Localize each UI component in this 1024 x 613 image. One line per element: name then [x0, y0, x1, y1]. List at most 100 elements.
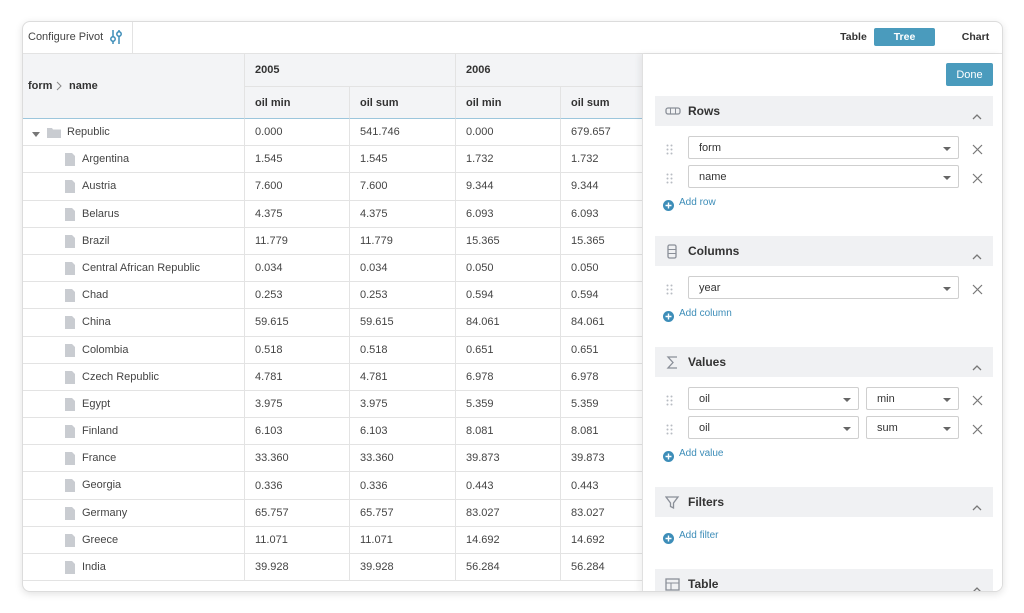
add-link[interactable]: Add row — [679, 197, 716, 208]
value-cell: 6.103 — [245, 418, 350, 446]
file-icon — [65, 506, 75, 520]
collapse-toggle[interactable] — [972, 580, 982, 591]
value-cell: 7.600 — [245, 173, 350, 201]
corner-header: form name — [23, 54, 245, 119]
drag-handle[interactable] — [666, 422, 673, 435]
year-header: 2006 — [456, 54, 642, 87]
file-icon-glyph — [65, 289, 75, 303]
row-label: Austria — [82, 180, 117, 193]
add-icon[interactable] — [663, 309, 674, 322]
row-header: Georgia — [23, 472, 245, 500]
file-icon — [65, 533, 75, 547]
add-link[interactable]: Add value — [679, 448, 724, 459]
file-icon-glyph — [65, 561, 75, 575]
value-cell: 6.978 — [561, 364, 642, 391]
row-label: Belarus — [82, 207, 120, 220]
folder-icon — [47, 127, 61, 138]
section-title: Columns — [688, 244, 740, 258]
value-cell: 0.000 — [245, 119, 350, 147]
add-link[interactable]: Add column — [679, 308, 732, 319]
row-header: Chad — [23, 282, 245, 310]
drag-handle[interactable] — [666, 142, 673, 155]
remove-field[interactable] — [972, 422, 983, 435]
value-cell: 1.545 — [245, 146, 350, 174]
value-cell: 6.103 — [350, 418, 456, 446]
collapse-toggle[interactable] — [972, 107, 982, 120]
value-cell: 56.284 — [456, 554, 561, 582]
toolbar: Configure Pivot Table Tree Chart — [23, 22, 1002, 54]
value-cell: 15.365 — [561, 228, 642, 255]
tab[interactable]: Tree — [874, 28, 935, 46]
collapse-toggle-glyph — [972, 254, 982, 260]
file-icon — [65, 207, 75, 221]
file-icon — [65, 370, 75, 384]
section-icon — [665, 577, 681, 591]
tab[interactable]: Chart — [961, 31, 990, 43]
drag-handle[interactable] — [666, 282, 673, 295]
section-icon-glyph — [666, 356, 677, 369]
row-label: Chad — [82, 289, 109, 302]
collapse-toggle[interactable] — [972, 358, 982, 371]
field-dropdown[interactable]: min — [866, 387, 959, 410]
file-icon — [65, 561, 75, 575]
field-dropdown[interactable]: form — [688, 136, 959, 159]
drag-handle[interactable] — [666, 393, 673, 406]
row-header: Colombia — [23, 336, 245, 364]
remove-field[interactable] — [972, 142, 983, 155]
remove-field-glyph — [972, 173, 983, 184]
file-icon — [65, 289, 75, 303]
tab[interactable]: Table — [840, 31, 867, 43]
add-link[interactable]: Add filter — [679, 530, 719, 541]
field-dropdown[interactable]: oil — [688, 387, 859, 410]
remove-field[interactable] — [972, 171, 983, 184]
value-cell: 56.284 — [561, 554, 642, 582]
collapse-toggle[interactable] — [972, 498, 982, 511]
add-icon[interactable] — [663, 449, 674, 462]
row-header: Czech Republic — [23, 363, 245, 391]
value-cell: 39.928 — [350, 554, 456, 582]
value-cell: 15.365 — [456, 227, 561, 255]
field-dropdown[interactable]: sum — [866, 416, 959, 439]
field-dropdown[interactable]: name — [688, 165, 959, 188]
file-icon — [65, 425, 75, 439]
field-dropdown[interactable]: oil — [688, 416, 859, 439]
drag-handle-glyph — [666, 173, 673, 184]
remove-field-glyph — [972, 144, 983, 155]
section-icon — [665, 104, 681, 119]
row-label: Republic — [67, 126, 110, 138]
collapse-toggle[interactable] — [972, 247, 982, 260]
breadcrumb-sep — [55, 81, 63, 91]
settings-icon[interactable] — [109, 29, 123, 45]
measure-header: oil min — [245, 87, 350, 119]
value-cell: 14.692 — [561, 527, 642, 555]
file-icon-glyph — [65, 533, 75, 547]
value-cell: 59.615 — [245, 309, 350, 337]
file-icon-glyph — [65, 261, 75, 275]
value-cell: 11.071 — [245, 526, 350, 555]
add-icon[interactable] — [663, 198, 674, 211]
field-dropdown[interactable]: year — [688, 276, 959, 299]
value-cell: 0.518 — [245, 336, 350, 364]
file-icon — [65, 234, 75, 248]
value-cell: 6.093 — [561, 201, 642, 228]
value-cell: 1.545 — [350, 146, 456, 174]
remove-field[interactable] — [972, 393, 983, 406]
remove-field[interactable] — [972, 282, 983, 295]
done-button[interactable]: Done — [946, 63, 993, 86]
drag-handle[interactable] — [666, 171, 673, 184]
file-icon — [65, 180, 75, 194]
file-icon-glyph — [65, 370, 75, 384]
configure-pivot[interactable]: Configure Pivot — [28, 31, 104, 43]
value-cell: 14.692 — [456, 526, 561, 555]
section-icon-glyph — [665, 107, 681, 115]
value-cell: 84.061 — [561, 309, 642, 337]
drag-handle-glyph — [666, 284, 673, 295]
expand-toggle[interactable] — [32, 129, 40, 137]
file-icon — [65, 397, 75, 411]
value-cell: 83.027 — [561, 500, 642, 527]
value-cell: 11.779 — [350, 227, 456, 255]
add-icon[interactable] — [663, 531, 674, 544]
row-header: China — [23, 309, 245, 337]
